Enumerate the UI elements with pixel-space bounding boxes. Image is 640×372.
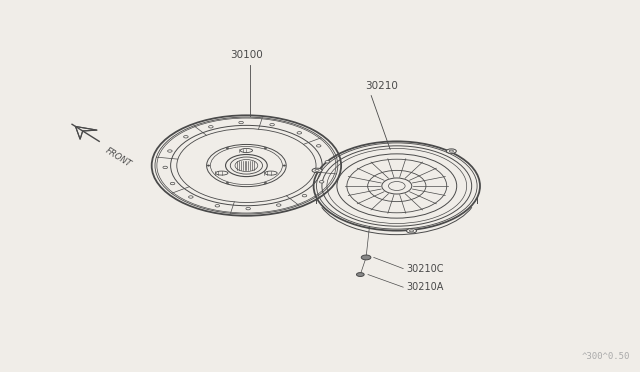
Ellipse shape: [449, 150, 453, 152]
Ellipse shape: [170, 182, 175, 185]
Ellipse shape: [264, 182, 266, 183]
Text: FRONT: FRONT: [104, 146, 133, 169]
Text: 30100: 30100: [230, 49, 263, 60]
Ellipse shape: [315, 169, 319, 171]
Ellipse shape: [209, 126, 213, 128]
Text: ^300^0.50: ^300^0.50: [582, 352, 630, 361]
Text: 30210C: 30210C: [406, 264, 444, 273]
Ellipse shape: [283, 165, 285, 166]
Polygon shape: [76, 126, 97, 139]
Ellipse shape: [406, 229, 417, 233]
Text: 30210: 30210: [365, 81, 397, 91]
Ellipse shape: [325, 161, 330, 163]
Ellipse shape: [270, 124, 275, 126]
Ellipse shape: [264, 148, 266, 149]
Text: 30210A: 30210A: [406, 282, 444, 292]
Ellipse shape: [316, 145, 321, 147]
Ellipse shape: [302, 195, 307, 197]
Ellipse shape: [410, 230, 413, 232]
Ellipse shape: [207, 165, 210, 166]
Ellipse shape: [168, 150, 172, 152]
Ellipse shape: [276, 204, 281, 206]
Ellipse shape: [239, 121, 243, 124]
Ellipse shape: [227, 182, 228, 183]
Ellipse shape: [215, 205, 220, 207]
Ellipse shape: [312, 168, 322, 173]
Ellipse shape: [446, 149, 456, 153]
Ellipse shape: [163, 166, 168, 169]
Ellipse shape: [184, 135, 188, 138]
Ellipse shape: [227, 148, 228, 149]
Ellipse shape: [189, 196, 193, 198]
Ellipse shape: [361, 255, 371, 260]
Ellipse shape: [297, 132, 301, 134]
Ellipse shape: [356, 273, 364, 276]
Ellipse shape: [246, 208, 250, 210]
Ellipse shape: [319, 181, 324, 183]
